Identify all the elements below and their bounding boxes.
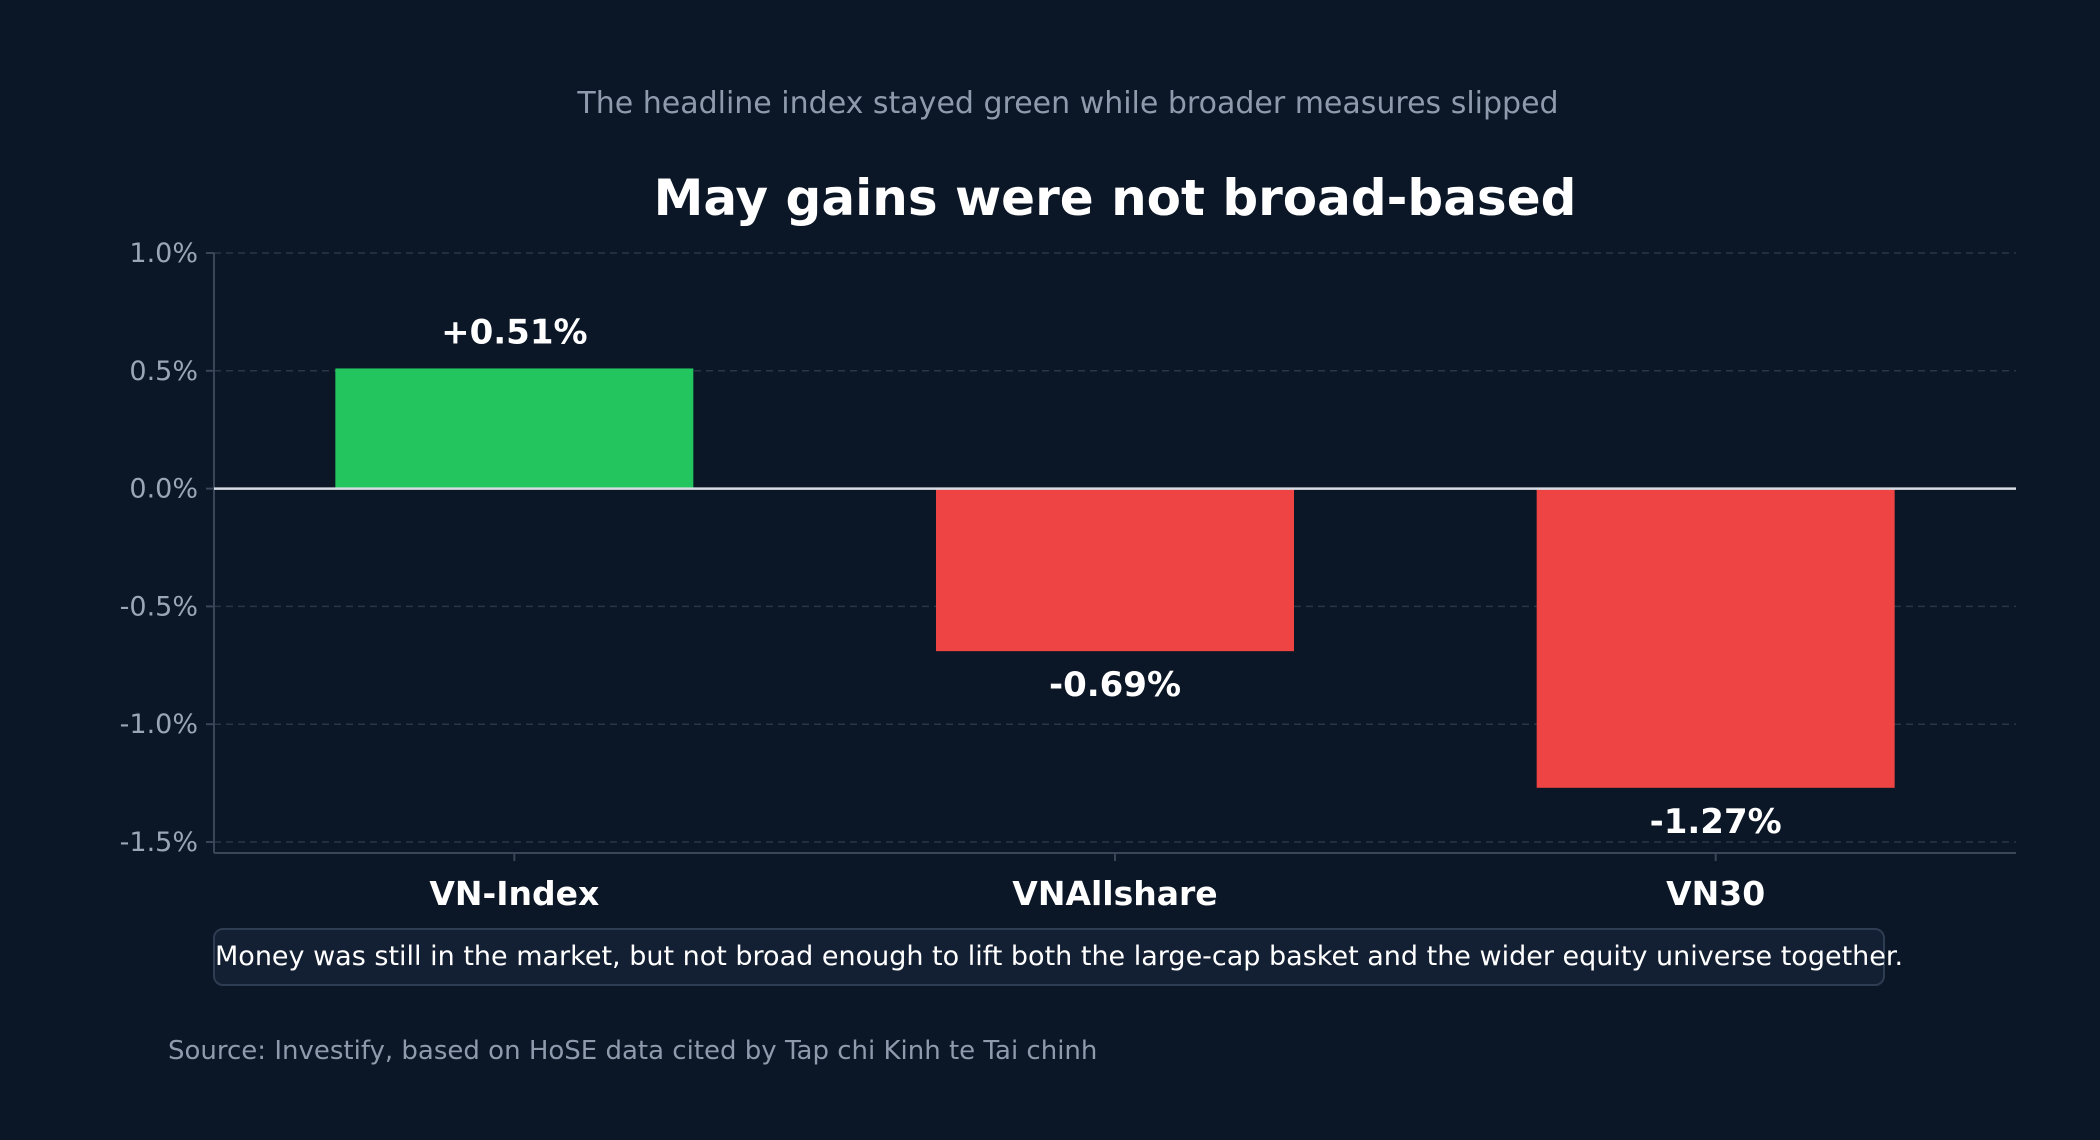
data-label: +0.51% — [441, 312, 587, 352]
annotation-callout: Money was still in the market, but not b… — [213, 928, 1903, 986]
y-tick-label: -1.5% — [120, 827, 198, 858]
y-tick-label: -0.5% — [120, 591, 198, 622]
axes — [206, 252, 2016, 861]
bar-vnallshare — [936, 488, 1294, 652]
chart-subtitle: The headline index stayed green while br… — [576, 86, 1558, 121]
x-tick-label: VN30 — [1666, 874, 1765, 913]
y-axis-ticks: 1.0% 0.5% 0.0% -0.5% -1.0% -1.5% — [120, 238, 198, 858]
source-note: Source: Investify, based on HoSE data ci… — [168, 1036, 1097, 1066]
x-tick-label: VNAllshare — [1012, 874, 1217, 913]
x-tick-label: VN-Index — [429, 874, 599, 913]
y-tick-label: 0.0% — [129, 474, 198, 505]
data-label: -0.69% — [1049, 665, 1181, 705]
data-label: -1.27% — [1650, 802, 1782, 842]
bar-vn-index — [335, 368, 694, 489]
y-tick-label: -1.0% — [120, 709, 198, 740]
y-tick-label: 1.0% — [129, 238, 198, 269]
bar-vn30 — [1536, 488, 1895, 788]
x-axis-ticks: VN-Index VNAllshare VN30 — [429, 874, 1765, 913]
y-tick-label: 0.5% — [129, 356, 198, 387]
chart-title: May gains were not broad-based — [654, 169, 1577, 227]
bars — [214, 368, 2016, 788]
data-labels: +0.51% -0.69% -1.27% — [441, 312, 1782, 841]
